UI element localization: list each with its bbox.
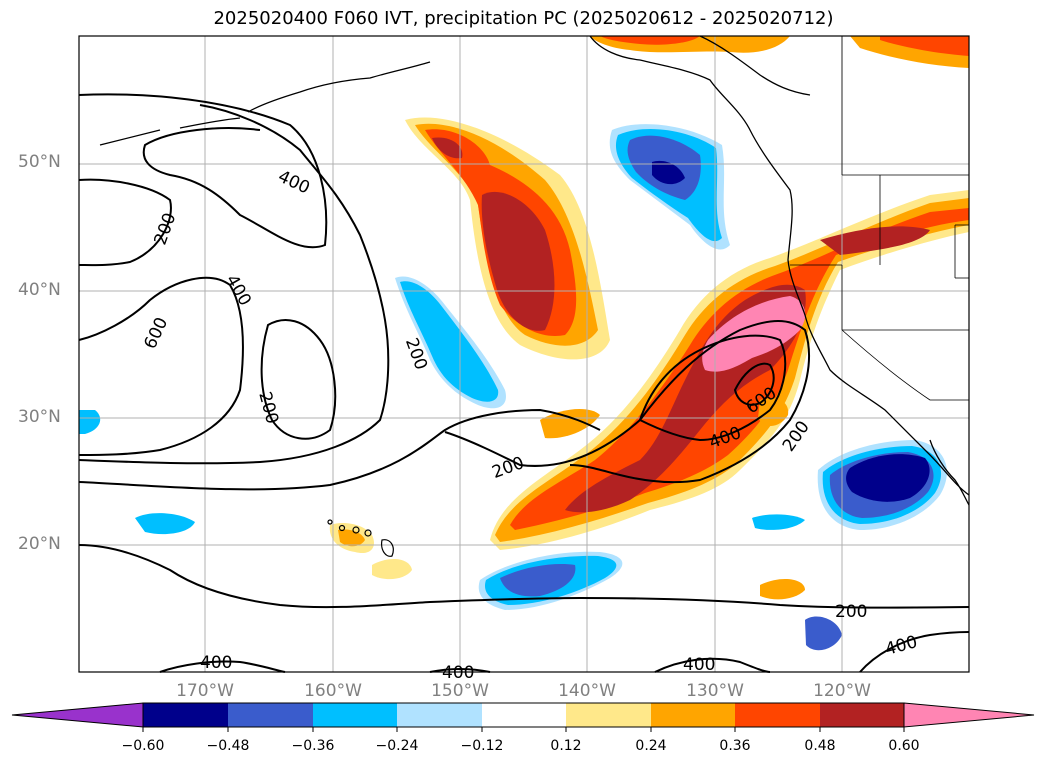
colorbar-tick-label: −0.36	[291, 738, 335, 754]
shade-blue-north-navy	[652, 160, 685, 185]
shade-blue-south-royal	[500, 564, 576, 597]
shade-sw-blob-orange	[338, 529, 365, 547]
lon-label: 120°W	[813, 681, 871, 701]
shade-blue-sw	[135, 513, 195, 535]
shade-sub-blob	[760, 578, 805, 600]
map-border	[78, 35, 970, 673]
shade-blue-sube	[752, 514, 805, 530]
shade-se-blob	[758, 398, 789, 426]
lat-label: 50°N	[18, 152, 61, 172]
contour-label-group: 400 200 400 600 200 200 200 600 400 200 …	[140, 167, 919, 683]
colorbar-bin	[313, 703, 397, 727]
colorbar-outline	[142, 702, 905, 728]
hawaii-islands	[327, 519, 394, 557]
lon-label: 160°W	[304, 681, 362, 701]
colorbar-bin	[143, 703, 228, 727]
contour-label: 200	[835, 602, 867, 622]
shade-mid-blob	[540, 408, 600, 439]
colorbar-tick-label: −0.48	[206, 738, 250, 754]
shade-hawaii-blob	[372, 558, 412, 580]
colorbar-tick-label: 0.48	[804, 738, 836, 754]
contour-label: 400	[442, 663, 474, 683]
shade-gulf-top-red	[600, 36, 700, 45]
shade-blue-se-navy	[846, 454, 930, 502]
shade-blue-central-sky	[400, 281, 499, 402]
lon-label: 140°W	[558, 681, 616, 701]
colorbar-low-extend	[11, 702, 144, 728]
graticule	[79, 36, 969, 672]
colorbar-bin	[228, 703, 313, 727]
shade-plume-north-darkred	[481, 191, 555, 331]
shade-top-right-red	[880, 36, 969, 56]
colorbar-bin	[397, 703, 482, 727]
colorbar-bin	[735, 703, 820, 727]
colorbar-high-extend	[903, 702, 1035, 728]
colorbar-tick-label: −0.24	[375, 738, 419, 754]
shade-ar-pink	[702, 296, 806, 372]
shade-blue-ssw	[805, 616, 842, 651]
contour-label: 400	[683, 655, 715, 675]
colorbar-tick-label: 0.36	[719, 738, 751, 754]
coastlines	[99, 35, 970, 506]
ivt-contours	[78, 93, 970, 673]
contour-label: 400	[200, 653, 232, 673]
colorbar	[11, 702, 1035, 732]
colorbar-tick-label: −0.60	[121, 738, 165, 754]
colorbar-tick-label: −0.12	[460, 738, 504, 754]
colorbar-bin	[651, 703, 735, 727]
lon-label: 170°W	[176, 681, 234, 701]
shade-plume-north-darkred2	[432, 137, 463, 159]
map-title: 2025020400 F060 IVT, precipitation PC (2…	[213, 8, 834, 29]
precip-shading	[79, 36, 969, 651]
lat-label: 40°N	[18, 280, 61, 300]
lon-label: 150°W	[431, 681, 489, 701]
colorbar-bin	[566, 703, 651, 727]
shade-ar-darkred-east	[820, 226, 930, 255]
lat-label: 30°N	[18, 407, 61, 427]
colorbar-bin	[482, 703, 566, 727]
colorbar-tick-label: 0.12	[550, 738, 582, 754]
lon-label: 130°W	[686, 681, 744, 701]
shade-blue-west	[79, 410, 101, 434]
lat-label: 20°N	[18, 534, 61, 554]
colorbar-bin	[820, 703, 904, 727]
colorbar-tick-label: 0.24	[635, 738, 667, 754]
colorbar-tick-label: 0.60	[888, 738, 920, 754]
political-borders	[790, 36, 969, 401]
